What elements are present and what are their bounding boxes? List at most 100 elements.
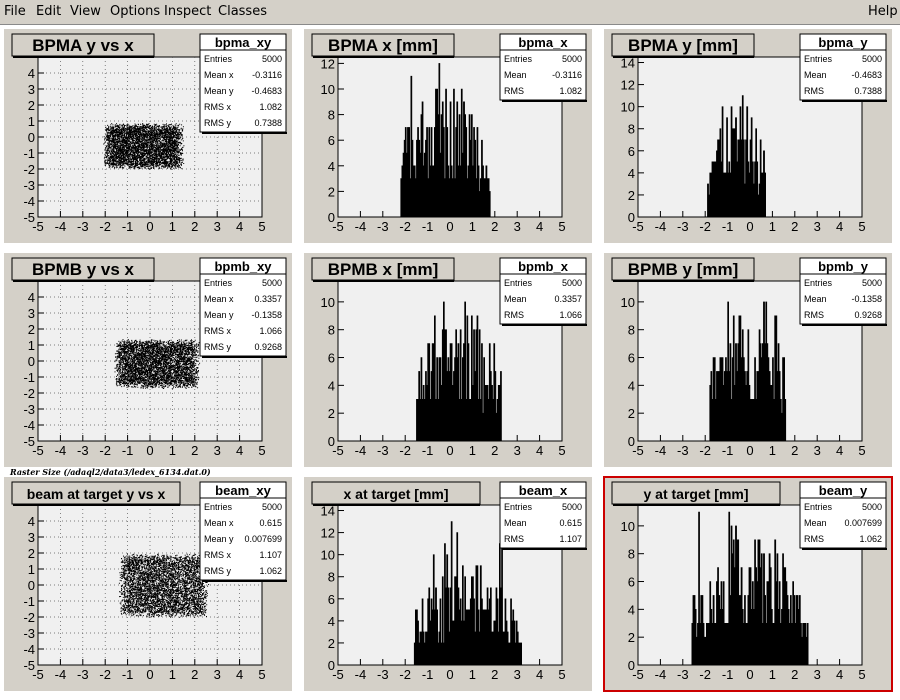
x-tick-label: 4 (236, 219, 243, 234)
stats-value: 0.9268 (854, 310, 882, 320)
x-tick-label: -5 (632, 443, 644, 458)
x-tick-label: 1 (169, 219, 176, 234)
x-tick-label: 3 (814, 443, 821, 458)
stats-value: 5000 (562, 502, 582, 512)
x-tick-label: -3 (377, 219, 389, 234)
x-tick-label: -2 (399, 219, 411, 234)
x-tick-label: 4 (536, 443, 543, 458)
stats-label: RMS (804, 86, 824, 96)
stats-name: beam_xy (215, 483, 271, 498)
chart-title: x at target [mm] (343, 486, 448, 502)
x-tick-label: -1 (722, 443, 734, 458)
x-tick-label: 1 (469, 443, 476, 458)
x-tick-label: 1 (469, 219, 476, 234)
y-tick-label: 6 (328, 133, 335, 148)
x-tick-label: -2 (699, 219, 711, 234)
stats-value: 5000 (862, 278, 882, 288)
menu-edit[interactable]: Edit (36, 4, 62, 19)
x-tick-label: 0 (746, 667, 753, 682)
stats-value: -0.4683 (251, 86, 282, 96)
x-tick-label: -4 (355, 667, 367, 682)
y-tick-label: 0 (28, 578, 35, 593)
chart-title: BPMB y [mm] (628, 260, 739, 279)
y-tick-label: 1 (28, 562, 35, 577)
y-tick-label: 6 (328, 592, 335, 607)
chart-title: BPMA y vs x (32, 36, 134, 55)
stats-label: RMS y (204, 566, 232, 576)
x-tick-label: 4 (536, 667, 543, 682)
y-tick-label: 0 (628, 434, 635, 449)
stats-value: 0.007699 (244, 534, 282, 544)
x-tick-label: 4 (836, 219, 843, 234)
stats-label: RMS (804, 310, 824, 320)
y-tick-label: -5 (23, 658, 35, 673)
menu-view[interactable]: View (70, 4, 101, 19)
y-tick-label: 3 (28, 82, 35, 97)
stats-value: 0.615 (559, 518, 582, 528)
stats-name: beam_x (519, 483, 568, 498)
stats-value: 0.3357 (554, 294, 582, 304)
x-tick-label: 2 (791, 219, 798, 234)
y-tick-label: 6 (628, 144, 635, 159)
histogram-bars (691, 511, 809, 665)
y-tick-label: -3 (23, 178, 35, 193)
stats-label: Mean y (204, 86, 234, 96)
root-canvas[interactable]: -5 -4 -3 -2 -1 0 1 2 3 4 5 -5 -4 -3 -2 -1 0 1 2 3 4 BPMA y vs… (0, 25, 900, 700)
y-tick-label: -2 (23, 386, 35, 401)
y-tick-label: -4 (23, 194, 35, 209)
y-tick-label: 0 (328, 210, 335, 225)
menu-inspect[interactable]: Inspect (164, 4, 212, 19)
stats-value: 1.107 (559, 534, 582, 544)
x-tick-label: 5 (258, 443, 265, 458)
stats-label: RMS y (204, 118, 232, 128)
stats-label: RMS x (204, 102, 232, 112)
y-tick-label: 2 (628, 406, 635, 421)
stats-value: -0.3116 (252, 70, 282, 80)
x-tick-label: -4 (655, 443, 667, 458)
menu-file[interactable]: File (4, 4, 26, 19)
menu-options[interactable]: Options (110, 4, 161, 19)
menu-help[interactable]: Help (868, 4, 898, 19)
histogram-bars (400, 63, 491, 217)
y-tick-label: 0 (28, 130, 35, 145)
x-tick-label: 3 (514, 219, 521, 234)
stats-box (799, 257, 887, 325)
stats-label: Mean x (204, 518, 234, 528)
x-tick-label: -5 (32, 667, 44, 682)
stats-name: bpma_x (518, 35, 568, 50)
stats-label: Mean (504, 70, 527, 80)
y-tick-label: 4 (328, 159, 335, 174)
x-tick-label: 1 (169, 667, 176, 682)
x-tick-label: 0 (446, 219, 453, 234)
x-tick-label: -3 (77, 667, 89, 682)
x-tick-label: -3 (377, 443, 389, 458)
stats-label: Entries (504, 502, 533, 512)
stats-label: RMS (504, 86, 524, 96)
y-tick-label: 8 (628, 323, 635, 338)
stats-label: Entries (204, 502, 233, 512)
x-tick-label: 3 (514, 443, 521, 458)
menu-classes[interactable]: Classes (218, 4, 267, 19)
x-tick-label: 2 (791, 443, 798, 458)
y-tick-label: -2 (23, 162, 35, 177)
x-tick-label: 4 (536, 219, 543, 234)
x-tick-label: -2 (699, 667, 711, 682)
y-tick-label: -5 (23, 210, 35, 225)
y-tick-label: 6 (628, 575, 635, 590)
stats-label: Entries (804, 278, 833, 288)
stats-box (799, 481, 887, 549)
x-tick-label: 0 (446, 667, 453, 682)
stats-value: 5000 (862, 502, 882, 512)
y-tick-label: -4 (23, 642, 35, 657)
stats-value: 1.082 (559, 86, 582, 96)
stats-value: 0.007699 (844, 518, 882, 528)
